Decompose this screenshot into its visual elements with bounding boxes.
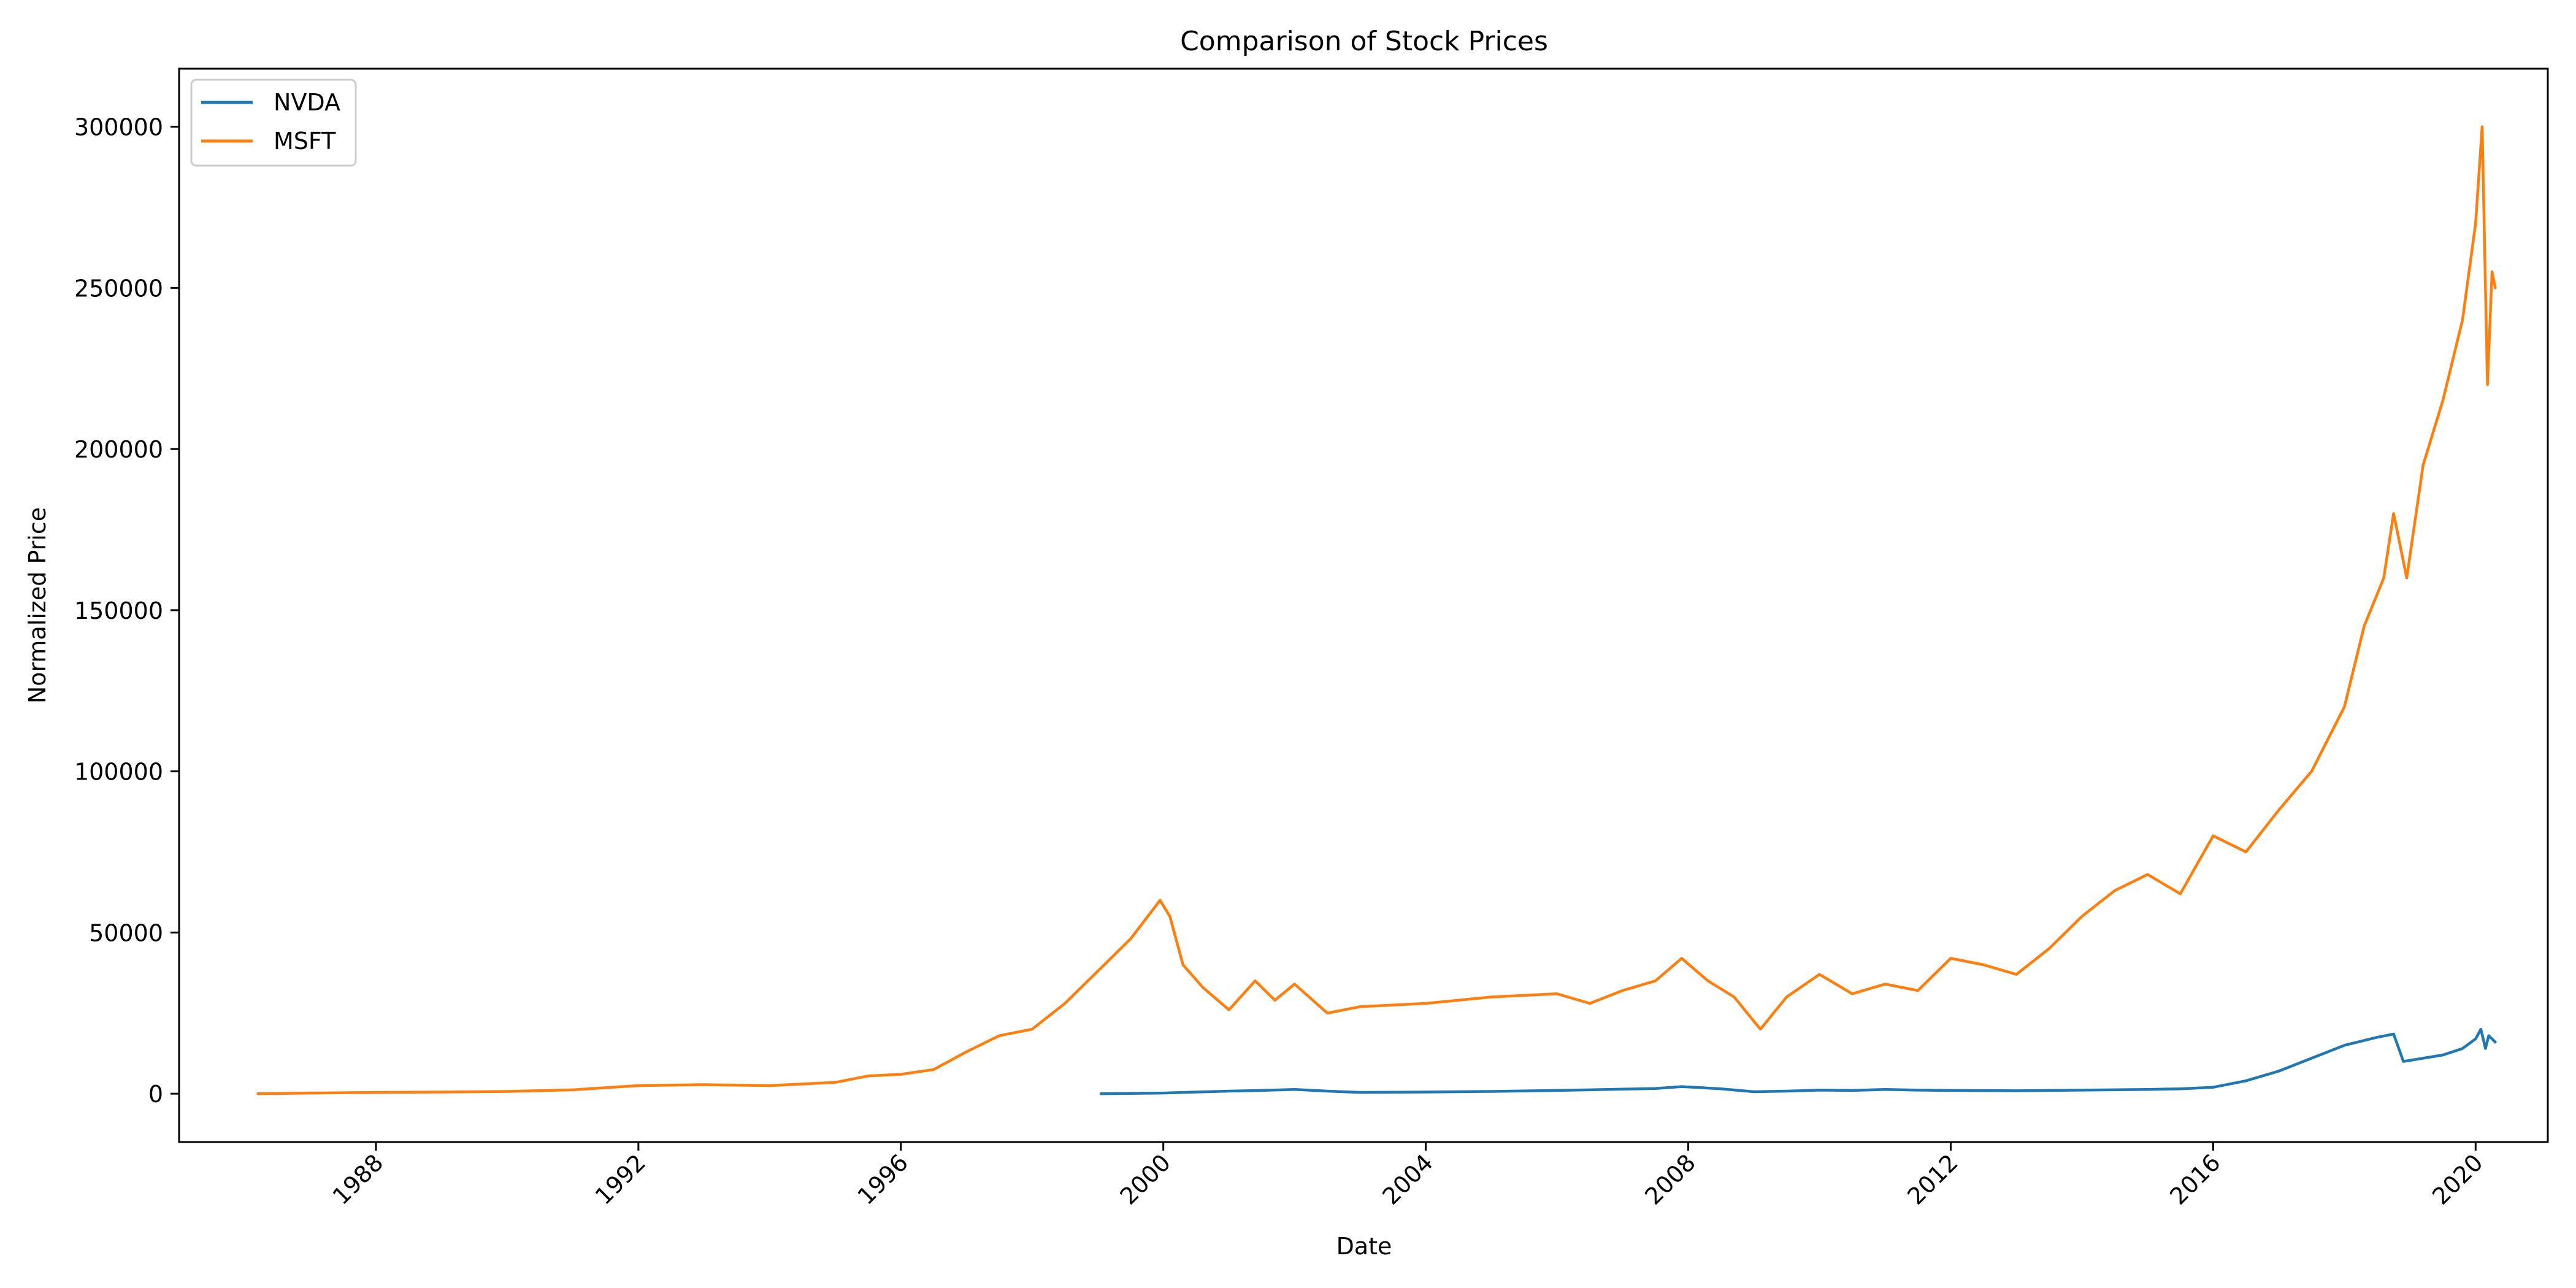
y-tick-label: 100000 [74,759,163,786]
chart-title: Comparison of Stock Prices [1180,26,1548,57]
legend: NVDA MSFT [190,79,357,167]
legend-label-msft: MSFT [274,128,336,155]
y-tick-label: 150000 [74,597,163,624]
y-tick-label: 300000 [74,114,163,141]
series-line-msft [256,125,2497,1095]
y-tick-label: 200000 [74,436,163,463]
series-group [256,125,2497,1095]
series-line-nvda [1099,1027,2497,1095]
y-axis: 0 50000 100000 150000 200000 250000 300000 [74,114,179,1108]
y-tick-label: 50000 [89,919,163,946]
y-tick-label: 250000 [74,275,163,302]
legend-label-nvda: NVDA [274,89,340,116]
x-axis-label: Date [1336,1233,1392,1260]
y-axis-label: Normalized Price [24,507,51,703]
plot-frame [178,67,2549,1143]
y-tick-label: 0 [148,1081,163,1108]
